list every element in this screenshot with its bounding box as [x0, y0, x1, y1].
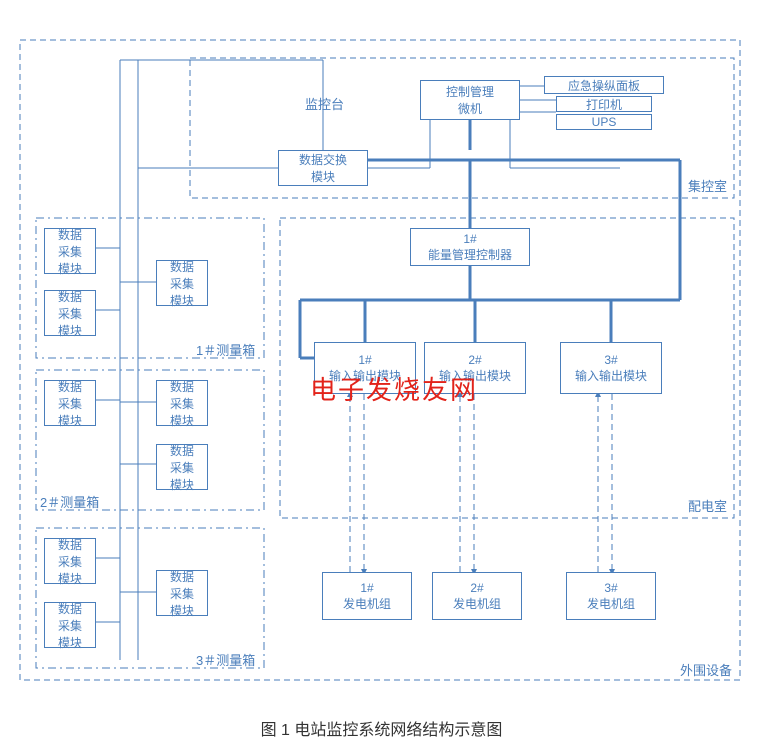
node-io3: 3# 输入输出模块	[560, 342, 662, 394]
node-data_xchg: 数据交换 模块	[278, 150, 368, 186]
watermark: 电子发烧友网	[310, 370, 478, 407]
node-ups: UPS	[556, 114, 652, 130]
region-label: 2＃测量箱	[40, 492, 99, 511]
node-dc2b: 数据 采集 模块	[156, 380, 208, 426]
node-gen1: 1# 发电机组	[322, 572, 412, 620]
node-dc1b: 数据 采集 模块	[44, 290, 96, 336]
node-dc3c: 数据 采集 模块	[156, 570, 208, 616]
node-dc3a: 数据 采集 模块	[44, 538, 96, 584]
node-printer: 打印机	[556, 96, 652, 112]
node-dc2a: 数据 采集 模块	[44, 380, 96, 426]
figure-caption: 图 1 电站监控系统网络结构示意图	[0, 716, 763, 740]
node-dc1a: 数据 采集 模块	[44, 228, 96, 274]
region-label: 外围设备	[680, 660, 732, 679]
region-label: 监控台	[305, 94, 344, 113]
node-dc3b: 数据 采集 模块	[44, 602, 96, 648]
node-energy_mgr: 1# 能量管理控制器	[410, 228, 530, 266]
region-label: 配电室	[688, 496, 727, 515]
node-ctrl_mgr: 控制管理 微机	[420, 80, 520, 120]
node-gen2: 2# 发电机组	[432, 572, 522, 620]
node-dc2c: 数据 采集 模块	[156, 444, 208, 490]
region-label: 3＃测量箱	[196, 650, 255, 669]
region-label: 1＃测量箱	[196, 340, 255, 359]
node-panel: 应急操纵面板	[544, 76, 664, 94]
region-label: 集控室	[688, 176, 727, 195]
node-gen3: 3# 发电机组	[566, 572, 656, 620]
node-dc1c: 数据 采集 模块	[156, 260, 208, 306]
